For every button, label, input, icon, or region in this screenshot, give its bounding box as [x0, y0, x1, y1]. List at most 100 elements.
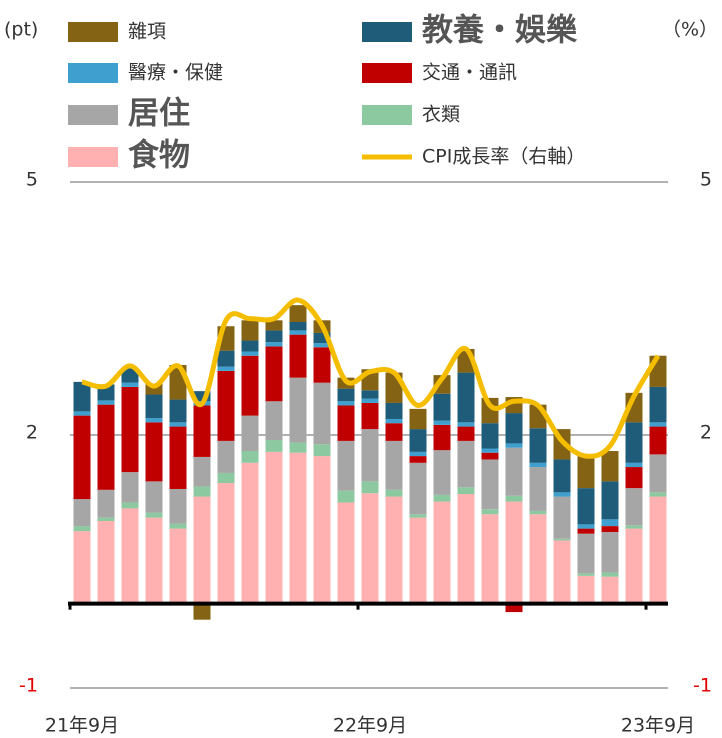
bar-segment [481, 448, 499, 453]
bar-segment [121, 382, 139, 387]
bar-segment [121, 386, 139, 473]
bar-segment [217, 370, 235, 441]
bar-segment [145, 383, 163, 395]
bar-segment [337, 502, 355, 604]
bar-segment [409, 517, 427, 604]
bar-segment [601, 572, 619, 577]
bar-segment [433, 393, 451, 421]
bar-segment [577, 533, 595, 574]
bar-segment [385, 423, 403, 441]
bar-segment [265, 346, 283, 402]
bar-segment [73, 526, 91, 532]
bar-segment [505, 443, 523, 448]
bar-segment [385, 496, 403, 604]
bar-segment [169, 528, 187, 604]
bar-segment [73, 411, 91, 416]
bar-segment [625, 467, 643, 489]
bar-segment [601, 531, 619, 573]
bar-segment [145, 481, 163, 513]
bar-segment [313, 347, 331, 383]
bar-segment [529, 467, 547, 511]
bar-segment [73, 499, 91, 527]
bar-segment [433, 424, 451, 451]
bar-segment [577, 488, 595, 525]
bar-segment [169, 422, 187, 427]
x-tick-label: 23年9月 [621, 715, 695, 737]
bar-segment [217, 472, 235, 484]
bar-segment [121, 368, 139, 383]
bar-segment [313, 456, 331, 604]
y-tick-label: 5 [26, 169, 38, 191]
bar-segment [481, 452, 499, 460]
bar-segment [505, 495, 523, 502]
bar-segment [97, 489, 115, 518]
bar-segment [169, 523, 187, 529]
legend-swatch [362, 63, 412, 83]
bar-segment [577, 528, 595, 534]
bar-segment [385, 418, 403, 424]
bar-segment [217, 366, 235, 371]
bar-segment [361, 481, 379, 494]
legend-swatch [362, 105, 412, 125]
bar-segment [553, 538, 571, 541]
legend-label: 食物 [128, 138, 190, 174]
bar-segment [313, 343, 331, 348]
bar-segment [193, 405, 211, 457]
bar-segment [121, 502, 139, 509]
bar-segment [97, 400, 115, 405]
bar-segment [361, 398, 379, 403]
bar-segment [265, 451, 283, 604]
bar-segment [529, 462, 547, 468]
bar-segment [409, 451, 427, 457]
bar-segment [649, 492, 667, 497]
bar-segment [241, 462, 259, 604]
bar-segment [409, 514, 427, 518]
bar-segment [625, 462, 643, 468]
bar-segment [649, 426, 667, 455]
bar-segment [505, 447, 523, 496]
legend-label: 教養・娛樂 [422, 13, 578, 49]
bar-segment [385, 440, 403, 490]
bar-segment [289, 377, 307, 443]
x-tick-label: 22年9月 [333, 715, 407, 737]
bar-segment [337, 490, 355, 503]
bar-segment [457, 372, 475, 423]
bar-segment [145, 418, 163, 423]
bar-segment [121, 508, 139, 604]
legend-swatch [68, 105, 118, 125]
bar-segment [169, 399, 187, 423]
bar-segment [313, 382, 331, 445]
bar-segment [481, 397, 499, 424]
bar-segment [241, 355, 259, 416]
y2-tick-label: -1 [693, 675, 712, 697]
bar-segment [169, 426, 187, 489]
bar-segment [649, 454, 667, 493]
bar-segment [529, 428, 547, 463]
legend-swatch [68, 22, 118, 42]
bar-segment [217, 440, 235, 473]
bar-segment [217, 350, 235, 367]
y2-tick-label: 2 [700, 422, 712, 444]
bar-segment [289, 334, 307, 378]
bar-segment [265, 330, 283, 343]
bar-segment [145, 517, 163, 604]
bar-segment [601, 576, 619, 604]
bar-segment [193, 496, 211, 604]
y-tick-label: 2 [26, 422, 38, 444]
legend-label: 醫療・保健 [128, 62, 223, 84]
bar-segment [217, 483, 235, 604]
bar-segment [289, 305, 307, 322]
bar-segment [313, 332, 331, 344]
bar-segment [241, 351, 259, 356]
bar-segment [481, 514, 499, 604]
bar-segment [529, 510, 547, 515]
bar-segment [289, 442, 307, 453]
bar-segment [409, 462, 427, 515]
bar-segment [457, 426, 475, 441]
bar-segment [601, 451, 619, 482]
bar-segment [385, 489, 403, 497]
y2-unit: （%） [662, 19, 718, 41]
bar-segment [265, 342, 283, 347]
bar-segment [577, 575, 595, 604]
bar-segment [337, 405, 355, 441]
